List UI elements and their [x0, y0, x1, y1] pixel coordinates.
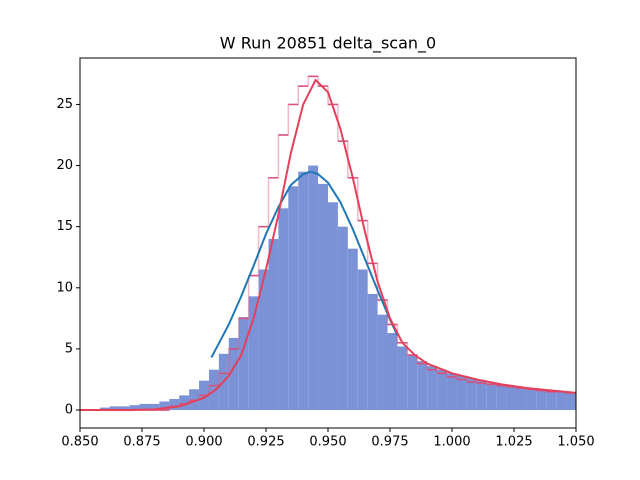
- hist-bar: [536, 390, 547, 411]
- hist-bar: [456, 375, 467, 411]
- hist-bar: [119, 406, 130, 411]
- fit-curve: [80, 78, 577, 412]
- hist-bar: [159, 401, 170, 411]
- hist-bar: [367, 293, 378, 411]
- hist-bar: [466, 378, 477, 411]
- hist-bar: [139, 403, 150, 411]
- x-tick-label: 1.050: [557, 435, 594, 450]
- x-tick-label: 0.850: [61, 435, 98, 450]
- hist-bar: [328, 202, 338, 411]
- hist-bar: [238, 317, 249, 411]
- hist-bar: [129, 405, 140, 411]
- x-tick-label: 0.975: [371, 435, 408, 450]
- y-tick-label: 5: [65, 341, 73, 356]
- hist-bar: [337, 226, 348, 411]
- hist-bar: [357, 269, 368, 411]
- x-tick-label: 0.900: [185, 435, 222, 450]
- hist-bar: [486, 383, 497, 411]
- hist-bar: [397, 346, 408, 411]
- hist-bar: [228, 337, 239, 411]
- hist-bar: [268, 238, 279, 411]
- hist-bar: [417, 361, 428, 411]
- y-tick-label: 0: [65, 403, 73, 418]
- hist-bar: [298, 171, 309, 411]
- y-tick-label: 10: [56, 280, 73, 295]
- hist-bar: [149, 403, 160, 411]
- chart-title: W Run 20851 delta_scan_0: [220, 34, 436, 54]
- hist-bar: [169, 399, 180, 411]
- hist-bar: [506, 385, 517, 411]
- hist-bar: [496, 384, 507, 411]
- hist-bar: [427, 366, 438, 411]
- hist-bar: [556, 391, 567, 411]
- hist-bar: [387, 333, 398, 411]
- x-tick-label: 1.000: [433, 435, 470, 450]
- hist-bar: [407, 355, 418, 411]
- hist-bar: [109, 406, 120, 411]
- x-tick-label: 0.875: [123, 435, 160, 450]
- hist-bar: [278, 208, 289, 411]
- hist-bar: [377, 314, 388, 411]
- hist-bar: [308, 165, 319, 411]
- hist-bar: [288, 186, 299, 411]
- hist-bar: [546, 390, 557, 411]
- hist-bar: [476, 380, 487, 411]
- hist-bar: [179, 395, 190, 411]
- hist-bar: [566, 392, 576, 411]
- hist-bar: [447, 373, 457, 411]
- hist-bar: [437, 369, 448, 411]
- x-tick-label: 0.925: [247, 435, 284, 450]
- hist-bar: [318, 183, 328, 411]
- y-tick-label: 20: [56, 158, 73, 173]
- hist-bar: [258, 269, 269, 411]
- hist-bar: [99, 407, 110, 411]
- x-tick-label: 1.025: [495, 435, 532, 450]
- fit-curve: [210, 170, 399, 358]
- hist-bar: [347, 248, 358, 411]
- hist-bar: [248, 296, 259, 411]
- x-tick-label: 0.950: [309, 435, 346, 450]
- hist-bar: [516, 388, 527, 411]
- hist-bar: [526, 389, 537, 411]
- y-tick-label: 15: [56, 219, 73, 234]
- y-tick-label: 25: [56, 97, 73, 112]
